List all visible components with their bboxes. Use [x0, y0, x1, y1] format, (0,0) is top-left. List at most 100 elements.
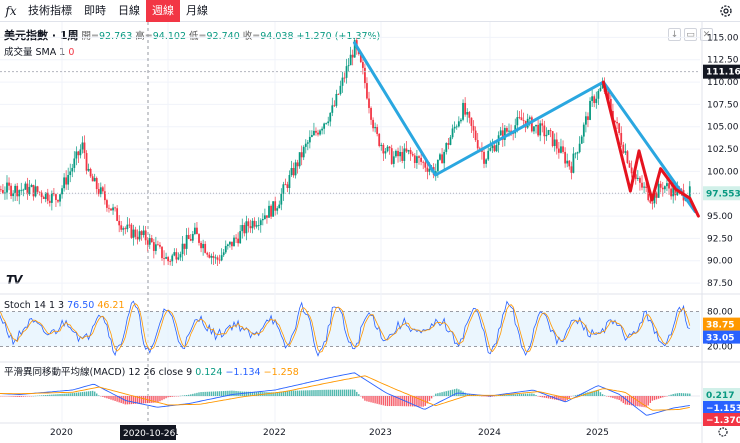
- candle-body: [428, 168, 431, 172]
- level-price-tag-bg: [703, 64, 740, 79]
- symbol-title[interactable]: 美元指數 · 1周: [4, 29, 79, 42]
- close-value: 94.038: [260, 31, 294, 42]
- candle-body: [345, 66, 348, 78]
- fx-icon[interactable]: 𝑓x: [5, 3, 17, 18]
- candle-body: [541, 123, 544, 126]
- candle-body: [630, 167, 633, 174]
- macd-histogram-bar: [502, 394, 504, 396]
- macd-pane: 0.217 −1.153 −1.370: [0, 372, 740, 426]
- candle-body: [251, 220, 254, 229]
- high-label: 高=: [135, 31, 153, 42]
- price-tick-label: 105.00: [707, 123, 739, 133]
- candle-body: [603, 83, 606, 92]
- candle-body: [126, 224, 129, 230]
- macd-histogram-bar: [587, 392, 589, 396]
- tab-monthly[interactable]: 月線: [186, 3, 208, 17]
- macd-histogram-bar: [253, 391, 256, 396]
- candle-body: [97, 189, 100, 195]
- macd-histogram-bar: [247, 391, 250, 396]
- macd-histogram-bar: [218, 391, 221, 396]
- candle-body: [189, 238, 192, 241]
- candle-body: [341, 77, 344, 86]
- candle-body: [655, 192, 658, 198]
- candle-body: [85, 153, 88, 171]
- candle-body: [200, 242, 202, 249]
- macd-histogram-bar: [462, 391, 464, 396]
- level-price-tag: 111.164: [706, 68, 740, 78]
- blue-trendline: [353, 41, 697, 214]
- candle-body: [453, 126, 456, 129]
- macd-histogram-bar: [91, 390, 94, 396]
- macd-histogram-bar: [622, 396, 625, 404]
- macd-histogram-bar: [12, 396, 14, 397]
- macd-histogram-bar: [349, 389, 352, 396]
- candle-body: [18, 190, 21, 197]
- candle-body: [122, 228, 125, 230]
- macd-histogram-bar: [416, 396, 418, 407]
- macd-histogram-bar: [364, 396, 366, 401]
- candle-body: [152, 242, 155, 251]
- macd-histogram-bar: [292, 390, 295, 396]
- candle-body: [688, 186, 691, 198]
- candle-body: [670, 188, 672, 197]
- stoch-label: Stoch 14 1 3: [4, 300, 65, 311]
- candle-body: [589, 100, 591, 120]
- candle-body: [148, 238, 151, 245]
- candle-body: [261, 218, 264, 221]
- candle-body: [327, 121, 330, 124]
- candle-body: [24, 183, 27, 190]
- candle-body: [647, 187, 650, 201]
- macd-histogram-bar: [153, 396, 155, 403]
- tab-weekly[interactable]: 週線: [146, 0, 180, 22]
- macd-histogram-bar: [18, 396, 20, 397]
- candle-body: [130, 224, 133, 238]
- candle-body: [167, 257, 170, 262]
- candle-body: [612, 110, 614, 121]
- macd-histogram-bar: [208, 391, 210, 396]
- macd-histogram-bar: [73, 392, 75, 396]
- open-label: 開=: [81, 31, 99, 42]
- candle-body: [44, 192, 47, 200]
- candle-body: [220, 255, 223, 261]
- high-value: 94.102: [152, 31, 186, 42]
- macd-histogram-bar: [474, 395, 477, 396]
- macd-histogram-bar: [341, 389, 344, 396]
- macd-histogram-bar: [624, 396, 627, 405]
- low-label: 低=: [189, 31, 207, 42]
- macd-histogram-bar: [560, 396, 562, 401]
- candle-body: [118, 220, 121, 226]
- collapse-pane-button[interactable]: ▭: [684, 28, 697, 41]
- tab-realtime[interactable]: 即時: [84, 3, 106, 17]
- macd-histogram-bar: [687, 393, 689, 396]
- candle-body: [624, 151, 627, 153]
- move-down-button[interactable]: ↓: [668, 28, 681, 41]
- candle-body: [395, 150, 397, 157]
- macd-histogram-bar: [14, 396, 16, 397]
- macd-histogram-bar: [282, 391, 285, 396]
- candle-body: [136, 236, 139, 240]
- candle-body: [304, 143, 307, 147]
- tab-daily[interactable]: 日線: [118, 3, 140, 17]
- macd-histogram-bar: [518, 394, 521, 396]
- gear-icon[interactable]: [718, 3, 734, 19]
- candle-body: [4, 192, 6, 194]
- macd-histogram-bar: [196, 392, 198, 396]
- macd-histogram-bar: [595, 390, 597, 396]
- candle-body: [226, 244, 229, 247]
- macd-histogram-bar: [192, 393, 194, 396]
- candle-body: [38, 191, 41, 193]
- close-pane-button[interactable]: ✕: [700, 28, 713, 41]
- macd-histogram-bar: [464, 392, 466, 396]
- candle-body: [75, 151, 78, 159]
- candle-body: [165, 257, 167, 259]
- candle-body: [483, 151, 485, 164]
- candle-body: [470, 117, 473, 126]
- macd-histogram-bar: [112, 396, 114, 401]
- macd-histogram-bar: [466, 393, 468, 396]
- macd-histogram-bar: [319, 389, 321, 396]
- stoch-d-value: 46.21: [97, 300, 125, 311]
- candle-body: [666, 183, 668, 187]
- tab-indicators[interactable]: 技術指標: [28, 3, 72, 17]
- macd-histogram-bar: [85, 391, 88, 396]
- candle-body: [22, 189, 25, 191]
